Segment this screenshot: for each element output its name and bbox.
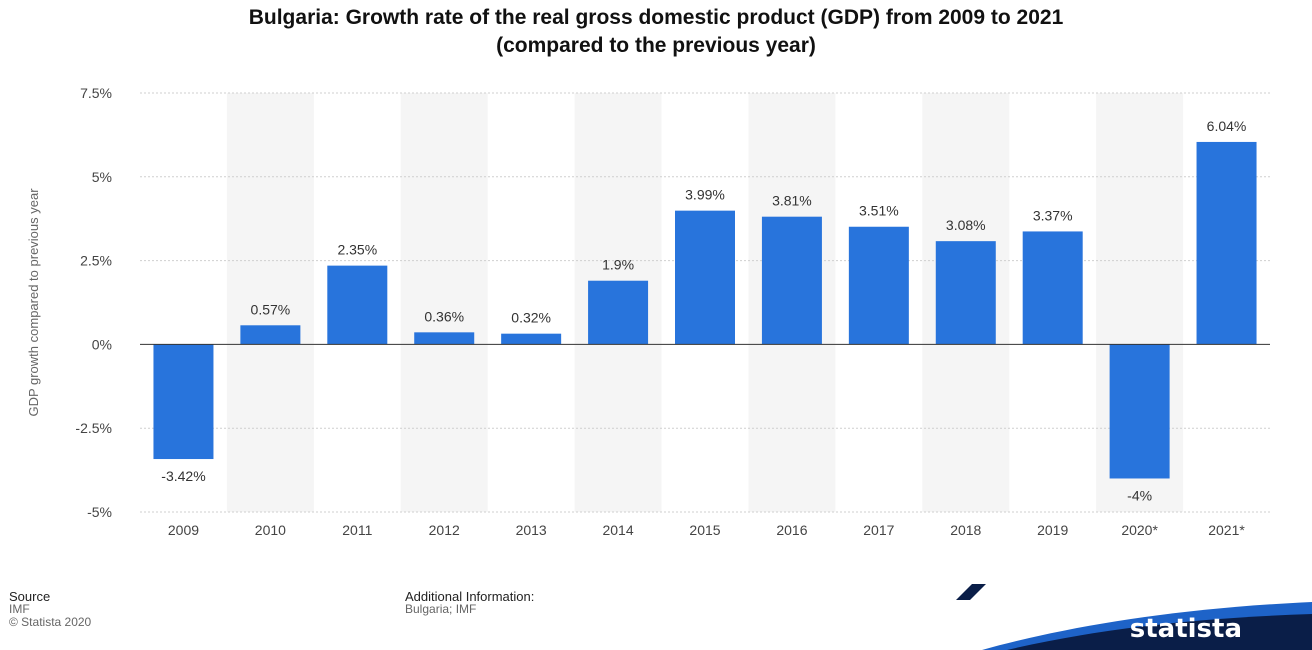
source-heading: Source bbox=[9, 589, 51, 604]
statista-logo-icon bbox=[952, 580, 990, 604]
x-axis-ticks: 2009 2010 2011 2012 2013 2014 2015 2016 2017 2018… bbox=[168, 522, 1246, 538]
additional-info-heading: Additional Information: bbox=[405, 589, 535, 604]
x-tick-label: 2016 bbox=[776, 522, 807, 538]
bar[interactable] bbox=[1022, 231, 1083, 345]
data-label: 3.08% bbox=[946, 217, 986, 233]
data-label: 0.36% bbox=[424, 308, 464, 324]
x-tick-label: 2011 bbox=[342, 522, 372, 538]
bar[interactable] bbox=[935, 241, 996, 345]
bars bbox=[153, 141, 1257, 479]
x-tick-label: 2019 bbox=[1037, 522, 1068, 538]
copyright: © Statista 2020 bbox=[9, 615, 92, 629]
statista-wordmark: statista bbox=[1129, 614, 1242, 644]
bar[interactable] bbox=[153, 344, 214, 460]
y-tick-label: 5% bbox=[92, 169, 112, 185]
chart-title-line-2: (compared to the previous year) bbox=[496, 34, 816, 57]
bar[interactable] bbox=[675, 210, 735, 345]
bar[interactable] bbox=[240, 325, 301, 345]
bar[interactable] bbox=[1196, 141, 1257, 345]
bar[interactable] bbox=[414, 332, 475, 345]
source-block: Source IMF © Statista 2020 bbox=[9, 590, 91, 629]
data-label: 0.57% bbox=[251, 301, 291, 317]
bar[interactable] bbox=[761, 216, 822, 345]
x-tick-label: 2009 bbox=[168, 522, 199, 538]
bar[interactable] bbox=[501, 333, 562, 345]
data-label: -4% bbox=[1127, 487, 1152, 503]
y-axis-ticks: 7.5% 5% 2.5% 0% -2.5% -5% bbox=[75, 85, 112, 520]
x-tick-label: 2010 bbox=[255, 522, 286, 538]
x-tick-label: 2020* bbox=[1121, 522, 1158, 538]
data-label: -3.42% bbox=[161, 468, 205, 484]
data-label: 1.9% bbox=[602, 257, 634, 273]
data-label: 2.35% bbox=[337, 242, 377, 258]
y-tick-label: -2.5% bbox=[75, 420, 112, 436]
column-band bbox=[226, 93, 314, 512]
y-tick-label: 0% bbox=[92, 336, 112, 352]
x-tick-label: 2015 bbox=[689, 522, 720, 538]
bar[interactable] bbox=[588, 280, 649, 345]
chart-title-line-1: Bulgaria: Growth rate of the real gross … bbox=[248, 6, 1064, 29]
data-label: 0.32% bbox=[511, 310, 551, 326]
source-name: IMF bbox=[9, 602, 30, 616]
data-label: 3.51% bbox=[859, 203, 899, 219]
statista-brand[interactable]: statista bbox=[952, 580, 1312, 650]
y-tick-label: 2.5% bbox=[80, 253, 112, 269]
y-axis-label: GDP growth compared to previous year bbox=[26, 188, 41, 417]
column-band bbox=[400, 93, 488, 512]
additional-info-block: Additional Information: Bulgaria; IMF bbox=[405, 590, 534, 616]
y-tick-label: -5% bbox=[87, 504, 112, 520]
bar[interactable] bbox=[848, 226, 909, 345]
bar[interactable] bbox=[1109, 344, 1170, 479]
data-label: 3.37% bbox=[1033, 207, 1073, 223]
data-label: 3.99% bbox=[685, 187, 725, 203]
y-tick-label: 7.5% bbox=[80, 85, 112, 101]
brand-swoosh bbox=[982, 602, 1312, 650]
bar[interactable] bbox=[327, 265, 388, 345]
x-tick-label: 2021* bbox=[1208, 522, 1245, 538]
bar-chart: 7.5% 5% 2.5% 0% -2.5% -5% -3.42% 0.57% 2.35% 0.3… bbox=[26, 85, 1270, 538]
additional-info-text: Bulgaria; IMF bbox=[405, 602, 477, 616]
x-tick-label: 2012 bbox=[429, 522, 460, 538]
data-label: 3.81% bbox=[772, 193, 812, 209]
x-tick-label: 2018 bbox=[950, 522, 981, 538]
x-tick-label: 2013 bbox=[516, 522, 547, 538]
data-labels: -3.42% 0.57% 2.35% 0.36% 0.32% 1.9% 3.99% 3.81%… bbox=[161, 118, 1246, 504]
x-tick-label: 2014 bbox=[602, 522, 633, 538]
data-label: 6.04% bbox=[1207, 118, 1247, 134]
x-tick-label: 2017 bbox=[863, 522, 894, 538]
chart-title: Bulgaria: Growth rate of the real gross … bbox=[0, 4, 1312, 60]
